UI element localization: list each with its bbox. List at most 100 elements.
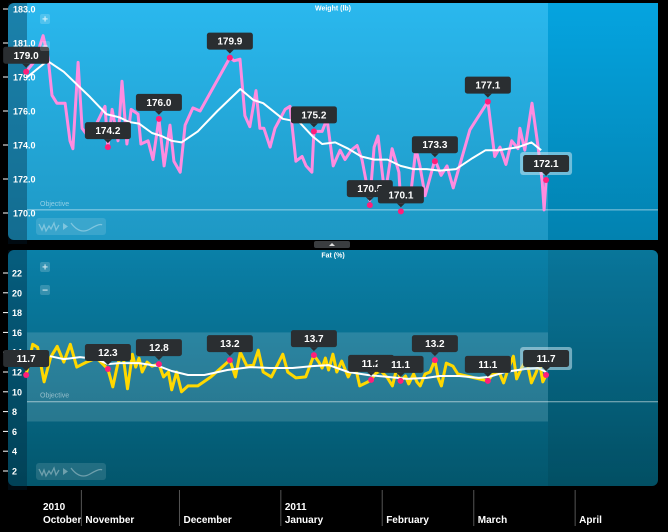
data-point-marker[interactable]	[431, 158, 438, 165]
value-callout[interactable]: 172.1	[520, 152, 573, 177]
value-callout[interactable]: 175.2	[290, 106, 337, 128]
fat-zoom-in-button[interactable]: +	[40, 262, 50, 274]
data-point-marker[interactable]	[397, 377, 404, 384]
data-point-marker[interactable]	[310, 352, 317, 359]
data-point-marker[interactable]	[155, 361, 162, 368]
callout-pointer	[22, 63, 31, 68]
y-tick-label: 8	[12, 407, 17, 417]
callout-box	[290, 330, 337, 348]
value-callout[interactable]: 179.9	[206, 32, 253, 54]
fat-chart-panel[interactable]: 222018161412108642Fat (%)Objective11.712…	[3, 250, 658, 490]
panel-resize-handle[interactable]	[314, 241, 350, 248]
callout-label: 174.2	[95, 126, 120, 137]
fat-zoom-out-button[interactable]: −	[40, 285, 50, 297]
data-point-marker[interactable]	[226, 54, 233, 61]
y-tick-label: 174.0	[13, 141, 36, 151]
y-tick-label: 179.0	[13, 73, 36, 83]
value-callout[interactable]: 177.1	[464, 76, 511, 98]
weight-chart-panel[interactable]: 183.0 181.0 179.0 176.0 174.0 172.0 170.0 Weigh…	[3, 3, 658, 244]
data-point-marker[interactable]	[368, 376, 375, 383]
play-arrow-icon	[63, 468, 68, 475]
value-callout[interactable]: 11.7	[520, 346, 573, 371]
value-callout[interactable]: 173.3	[411, 136, 458, 158]
value-callout[interactable]: 11.1	[377, 355, 424, 377]
month-label[interactable]: January	[285, 515, 324, 526]
y-tick-label: 176.0	[13, 107, 36, 117]
callout-box	[84, 344, 131, 362]
value-callout[interactable]: 176.0	[135, 93, 182, 115]
callout-label: 11.7	[537, 354, 556, 365]
value-callout[interactable]: 13.2	[206, 335, 253, 357]
callout-pointer	[542, 172, 551, 177]
callout-box	[84, 122, 131, 140]
y-tick-label: 10	[12, 387, 22, 397]
callout-label: 12.3	[98, 348, 118, 359]
data-point-marker[interactable]	[543, 371, 550, 378]
callout-pointer	[103, 139, 112, 144]
weight-zoom-out-button[interactable]: −	[40, 41, 50, 53]
raw-line-icon	[38, 221, 60, 233]
callout-box	[206, 32, 253, 50]
zoom-out-bg	[40, 41, 50, 51]
toggle-bg	[36, 218, 106, 235]
month-label[interactable]: March	[478, 515, 507, 526]
callout-pointer	[309, 123, 318, 128]
data-point-marker[interactable]	[23, 371, 30, 378]
data-point-marker[interactable]	[366, 202, 373, 209]
value-callout[interactable]: 11.1	[464, 355, 511, 377]
raw-line-icon	[38, 466, 60, 478]
callout-label: 11.1	[478, 360, 497, 371]
data-point-marker[interactable]	[484, 98, 491, 105]
value-callout[interactable]: 179.0	[3, 46, 50, 68]
zoom-in-bg	[40, 262, 50, 272]
fat-smoothing-toggle[interactable]	[36, 463, 106, 480]
callout-pointer	[396, 372, 405, 377]
smooth-line-icon	[70, 467, 103, 477]
callout-box	[411, 136, 458, 154]
zoom-out-bg	[40, 285, 50, 295]
fat-chart-title: Fat (%)	[321, 253, 344, 260]
handle-arrow-icon	[329, 243, 335, 246]
data-point-marker[interactable]	[310, 128, 317, 135]
value-callout[interactable]: 13.2	[411, 335, 458, 357]
weight-smoothing-toggle[interactable]	[36, 218, 106, 235]
value-callout[interactable]: 12.8	[135, 339, 182, 361]
month-label[interactable]: October	[43, 515, 81, 526]
callout-label: 173.3	[422, 140, 447, 151]
y-tick-label: 181.0	[13, 39, 36, 49]
y-tick-label: 2	[12, 467, 17, 477]
y-tick-label: 183.0	[13, 5, 36, 15]
callout-pointer	[309, 347, 318, 352]
data-point-marker[interactable]	[431, 357, 438, 364]
callout-box	[411, 335, 458, 353]
minus-icon: −	[42, 286, 48, 297]
y-tick-label: 6	[12, 427, 17, 437]
data-point-marker[interactable]	[484, 377, 491, 384]
data-point-marker[interactable]	[397, 208, 404, 215]
data-point-marker[interactable]	[155, 115, 162, 122]
month-label[interactable]: February	[386, 515, 429, 526]
data-point-marker[interactable]	[226, 357, 233, 364]
value-callout[interactable]: 174.2	[84, 122, 131, 144]
callout-pointer	[225, 352, 234, 357]
value-callout[interactable]: 13.7	[290, 330, 337, 352]
month-label[interactable]: December	[183, 515, 231, 526]
weight-zoom-in-button[interactable]: +	[40, 14, 50, 26]
data-point-marker[interactable]	[104, 144, 111, 151]
data-point-marker[interactable]	[23, 68, 30, 75]
callout-label: 177.1	[475, 81, 500, 92]
value-callout[interactable]: 11.7	[3, 349, 50, 371]
callout-pointer	[367, 371, 376, 376]
value-callout[interactable]: 12.3	[84, 344, 131, 366]
value-callout[interactable]: 170.1	[377, 186, 424, 208]
month-label[interactable]: November	[85, 515, 134, 526]
callout-pointer	[483, 93, 492, 98]
timeline-axis[interactable]: 2010 October November December 2011 January Fe…	[43, 490, 602, 526]
callout-pointer	[103, 361, 112, 366]
data-point-marker[interactable]	[104, 366, 111, 373]
callout-label: 170.5	[357, 184, 382, 195]
y-tick-label: 18	[12, 308, 22, 318]
data-point-marker[interactable]	[543, 177, 550, 184]
month-label[interactable]: April	[579, 515, 602, 526]
callout-label: 11.1	[391, 360, 410, 371]
